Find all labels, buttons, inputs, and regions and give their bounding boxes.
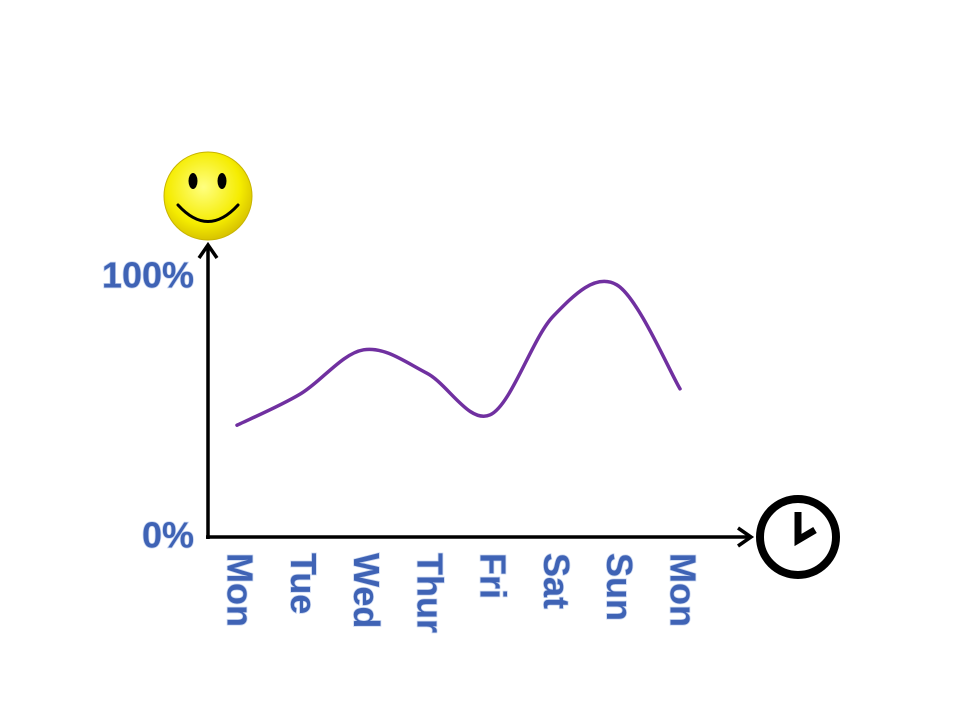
x-tick-label: Sat	[536, 553, 577, 609]
y-tick-label: 100%	[102, 255, 194, 296]
clock-icon	[756, 495, 840, 579]
x-tick-label: Mon	[219, 553, 260, 627]
x-tick-label: Sun	[599, 553, 640, 621]
x-tick-label: Tue	[283, 553, 324, 614]
x-tick-label: Fri	[473, 553, 514, 599]
x-tick-label: Mon	[662, 553, 703, 627]
line	[235, 279, 682, 427]
x-tick-label: Wed	[346, 553, 387, 628]
axes	[197, 241, 755, 548]
x-tick-label: Thur	[409, 553, 450, 633]
smiley-icon	[163, 151, 253, 241]
y-tick-label: 0%	[142, 515, 194, 556]
